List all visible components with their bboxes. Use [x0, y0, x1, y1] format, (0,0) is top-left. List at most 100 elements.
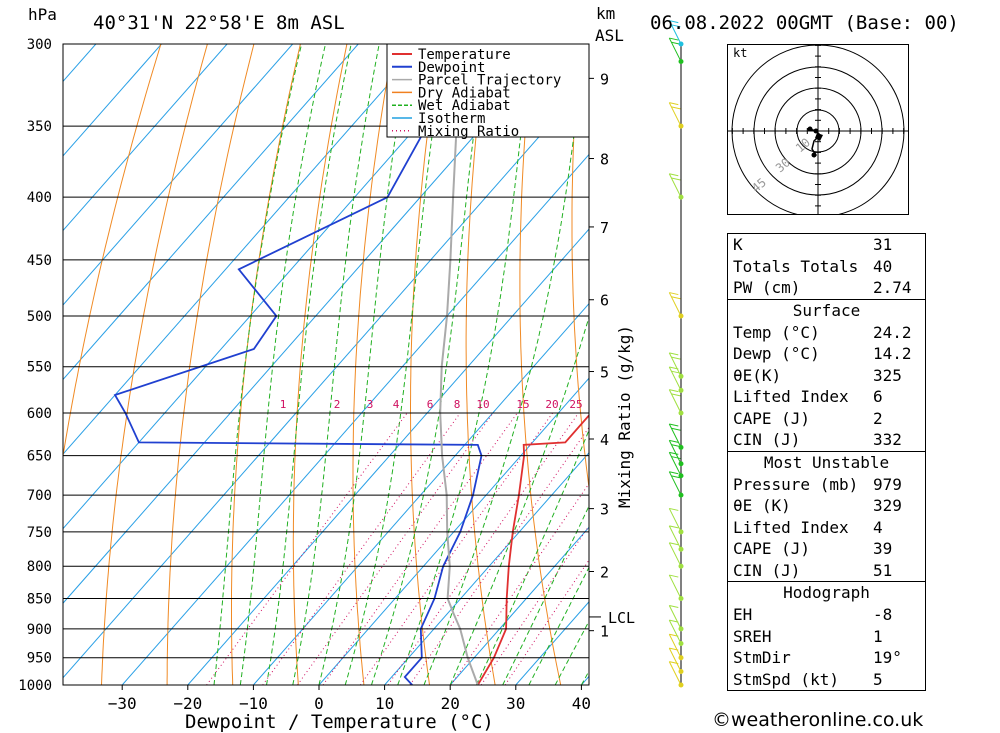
- pressure-tick-label: 650: [27, 449, 52, 465]
- wet-adiabat-line: [318, 44, 411, 685]
- mixing-ratio-line: [480, 524, 589, 685]
- wind-barb-flag: [669, 20, 679, 24]
- hodograph-point: [813, 128, 819, 134]
- wind-barb-flag: [669, 525, 679, 529]
- surface-label: θE(K): [733, 365, 782, 385]
- wind-barb-staff: [668, 366, 682, 391]
- footer-credit[interactable]: ©weatheronline.co.uk: [712, 709, 924, 731]
- mu-value: 39: [873, 539, 893, 558]
- mu-row: CIN (J) 51: [728, 560, 925, 582]
- pressure-tick-label: 750: [27, 525, 52, 541]
- km-label: km: [596, 4, 615, 23]
- wind-barb-staff: [668, 525, 682, 550]
- surface-value: 2: [873, 408, 883, 428]
- isotherm-line: [63, 44, 359, 381]
- legend-label: Isotherm: [418, 111, 485, 127]
- series-parcel-trajectory: [439, 44, 479, 685]
- asl-label: ASL: [595, 26, 624, 45]
- hodo-label: StmSpd (kt): [733, 669, 839, 689]
- hodograph-ring-label: 45: [749, 175, 769, 195]
- wet-adiabat-line: [239, 44, 326, 685]
- wind-barb-flag: [669, 423, 679, 427]
- isotherm-line: [63, 44, 556, 604]
- mixing-ratio-label: 8: [454, 398, 461, 411]
- dry-adiabat-line: [63, 44, 162, 459]
- wind-barb-flag: [669, 619, 679, 623]
- hodo-row: StmSpd (kt) 5: [728, 669, 925, 691]
- mu-row: Lifted Index 4: [728, 517, 925, 539]
- mu-label: CAPE (J): [733, 539, 811, 558]
- dry-adiabat-line: [519, 44, 562, 685]
- surface-value: 6: [873, 387, 883, 406]
- index-value: 2.74: [873, 278, 912, 297]
- index-row-totals: Totals Totals 40: [728, 256, 925, 278]
- km-tick-label: 4: [600, 431, 609, 449]
- wind-barb-staff: [668, 352, 682, 377]
- wet-adiabat-line: [371, 44, 486, 685]
- mixing-ratio-axis-label: Mixing Ratio (g/kg): [615, 325, 634, 508]
- index-value: 31: [873, 235, 893, 254]
- hodo-value: 19°: [873, 648, 902, 667]
- pressure-tick-label: 600: [27, 406, 52, 422]
- hodo-value: 1: [873, 626, 883, 646]
- wind-barb-staff: [668, 440, 682, 465]
- pressure-tick-label: 500: [27, 309, 52, 325]
- mixing-ratio-line: [359, 412, 554, 685]
- mixing-ratio-line: [450, 482, 589, 685]
- isotherm-line: [384, 451, 589, 685]
- mixing-ratio-label: 4: [393, 398, 400, 411]
- x-tick-label: −30: [108, 694, 137, 713]
- datetime: 06.08.2022 00GMT (Base: 00): [650, 12, 959, 34]
- surface-label: Lifted Index: [733, 387, 849, 406]
- hodo-row: StmDir 19°: [728, 647, 925, 669]
- hodograph-ring-label: 30: [773, 155, 793, 175]
- legend-box: [386, 43, 590, 138]
- isotherm-line: [63, 44, 425, 455]
- index-row-pw: PW (cm) 2.74: [728, 277, 925, 299]
- mixing-ratio-label: 10: [476, 398, 489, 411]
- hodo-label: StmDir: [733, 648, 791, 667]
- mu-row: CAPE (J) 39: [728, 538, 925, 560]
- mixing-ratio-label: 6: [427, 398, 434, 411]
- hodograph-ring-label: 10: [793, 135, 813, 155]
- wind-barb-flag: [669, 542, 679, 546]
- isotherm-line: [63, 44, 162, 157]
- isotherm-line: [253, 302, 589, 685]
- wind-barb-flag: [669, 471, 679, 475]
- mixing-ratio-label: 2: [334, 398, 341, 411]
- km-tick-label: 3: [600, 501, 609, 519]
- index-label: PW (cm): [733, 278, 801, 297]
- wind-barb-flag: [671, 456, 681, 460]
- km-tick-label: 9: [600, 70, 609, 88]
- pressure-tick-label: 950: [27, 651, 52, 667]
- surface-value: 14.2: [873, 344, 912, 363]
- hodo-label: SREH: [733, 626, 772, 646]
- mu-label: Pressure (mb): [733, 474, 859, 494]
- x-tick-label: −20: [173, 694, 202, 713]
- surface-value: 325: [873, 365, 902, 385]
- isotherm-line: [449, 526, 589, 685]
- wind-barb-staff: [668, 574, 682, 599]
- mixing-ratio-label: 25: [569, 398, 582, 411]
- hodograph-point: [807, 126, 813, 132]
- hodograph-storm-motion: [815, 133, 823, 141]
- wind-barb-staff: [668, 508, 682, 533]
- wind-barb-staff: [668, 452, 682, 476]
- mixing-ratio-label: 20: [545, 398, 558, 411]
- mixing-ratio-label: 15: [516, 398, 529, 411]
- dry-adiabat-line: [352, 44, 394, 685]
- axis-layer: 3003504004505005506006507007508008509009…: [18, 37, 635, 713]
- wind-barb-staff: [668, 389, 682, 414]
- surface-row: CAPE (J) 2: [728, 408, 925, 430]
- isotherm-line: [318, 377, 589, 685]
- wind-barb-flag: [669, 102, 679, 106]
- series-temperature: [477, 414, 589, 685]
- x-tick-label: −10: [239, 694, 268, 713]
- surface-row: Dewp (°C) 14.2: [728, 343, 925, 365]
- wind-barb-flag: [669, 605, 679, 608]
- most-unstable-title: Most Unstable: [728, 450, 925, 474]
- index-value: 40: [873, 256, 893, 276]
